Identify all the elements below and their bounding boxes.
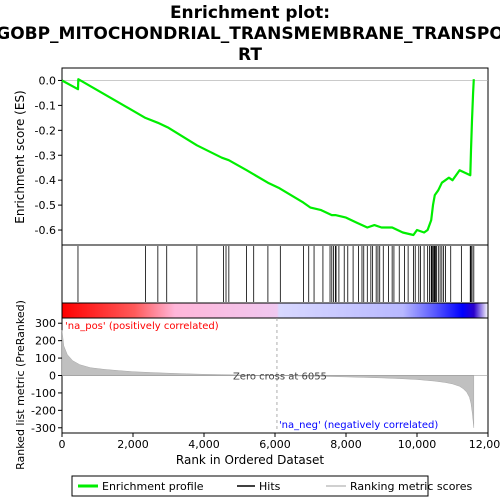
metric-tick-label: -300 xyxy=(31,422,56,435)
metric-tick-label: -100 xyxy=(31,387,56,400)
es-tick-label: 0.0 xyxy=(39,74,57,87)
metric-tick-label: -200 xyxy=(31,404,56,417)
metric-panel: 300 200 100 0 -100 -200 -300 'na_pos' (positive… xyxy=(31,317,488,435)
x-tick-label: 12,000 xyxy=(469,438,500,451)
metric-tick-label: 300 xyxy=(35,317,56,330)
x-axis: 0 2,000 4,000 6,000 8,000 10,000 12,000 xyxy=(59,433,500,451)
es-tick-label: -0.5 xyxy=(35,199,56,212)
legend-label: Ranking metric scores xyxy=(350,480,472,493)
legend-label: Hits xyxy=(259,480,281,493)
x-tick-label: 8,000 xyxy=(330,438,362,451)
chart-title-line1: Enrichment plot: xyxy=(170,3,330,23)
metric-tick-label: 200 xyxy=(35,335,56,348)
ranking-color-bar xyxy=(62,303,488,318)
es-tick-label: -0.1 xyxy=(35,99,56,112)
x-tick-label: 10,000 xyxy=(398,438,437,451)
es-plot-frame xyxy=(62,68,488,245)
es-tick-label: -0.6 xyxy=(35,224,56,237)
es-tick-label: -0.3 xyxy=(35,149,56,162)
x-tick-label: 6,000 xyxy=(259,438,291,451)
x-tick-label: 4,000 xyxy=(188,438,220,451)
neg-correlated-label: 'na_neg' (negatively correlated) xyxy=(279,420,438,431)
es-tick-label: -0.4 xyxy=(35,174,56,187)
x-tick-label: 2,000 xyxy=(117,438,149,451)
chart-title-line2: GOBP_MITOCHONDRIAL_TRANSMEMBRANE_TRANSPO xyxy=(0,24,500,44)
legend: Enrichment profile Hits Ranking metric sco… xyxy=(72,476,472,496)
metric-axis-label: Ranked list metric (PreRanked) xyxy=(14,300,27,470)
metric-tick-label: 0 xyxy=(49,370,56,383)
legend-label: Enrichment profile xyxy=(102,480,204,493)
es-panel: 0.0 -0.1 -0.2 -0.3 -0.4 -0.5 -0.6 xyxy=(35,68,488,245)
hits-panel xyxy=(62,245,488,303)
zero-cross-label: Zero cross at 6055 xyxy=(233,372,327,383)
es-axis-label: Enrichment score (ES) xyxy=(13,90,27,223)
x-tick-label: 0 xyxy=(59,438,66,451)
pos-correlated-label: 'na_pos' (positively correlated) xyxy=(65,321,219,332)
es-tick-label: -0.2 xyxy=(35,124,56,137)
metric-tick-label: 100 xyxy=(35,352,56,365)
gradient-bar xyxy=(62,303,488,318)
x-axis-label: Rank in Ordered Dataset xyxy=(176,453,324,467)
chart-title-line3: RT xyxy=(238,45,262,65)
